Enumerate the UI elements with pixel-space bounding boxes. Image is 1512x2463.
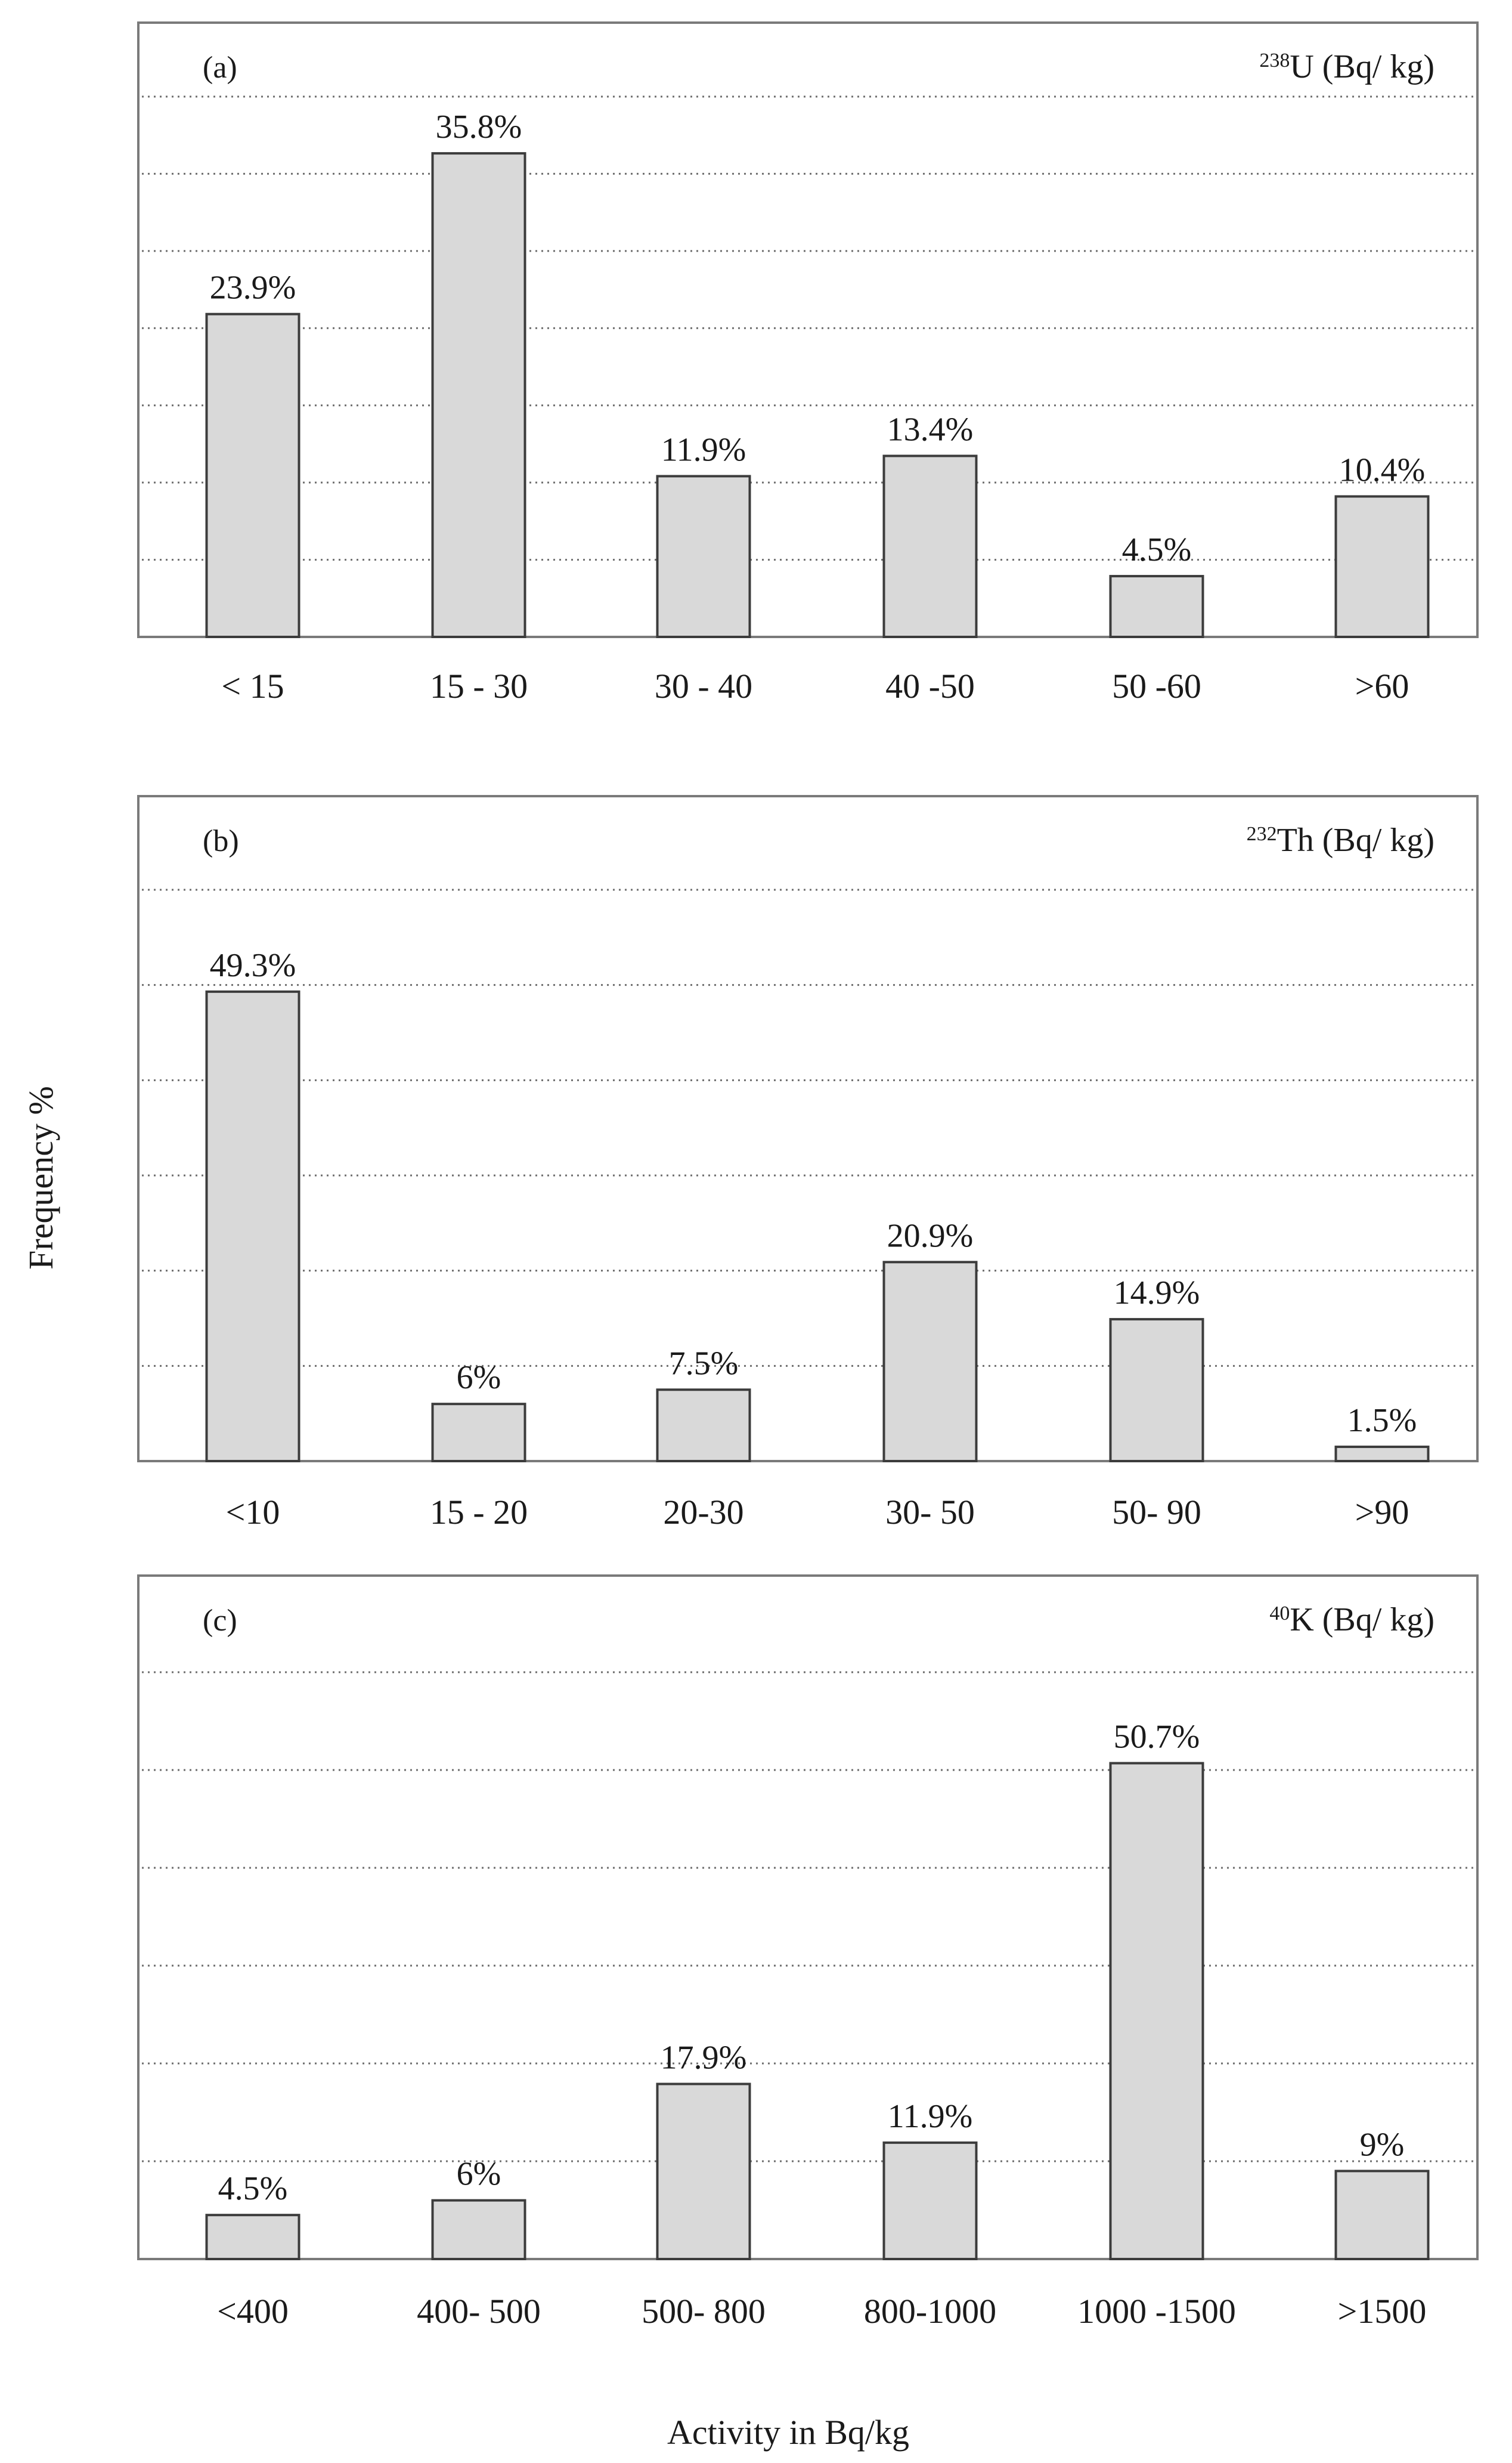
bar [656,1388,751,1462]
plot-frame [137,795,1479,1462]
panel-title: 40K (Bq/ kg) [1269,1601,1434,1638]
x-tick-label: >1500 [1338,2292,1427,2331]
x-tick-label: 1000 -1500 [1077,2292,1236,2331]
data-label: 14.9% [1114,1274,1200,1311]
data-label: 6% [457,2156,501,2193]
y-axis-label: Frequency % [21,1086,60,1270]
data-label: 6% [457,1359,501,1396]
bar [1109,575,1204,639]
bar [656,2083,751,2260]
panel-title-text: Th (Bq/ kg) [1277,822,1434,859]
data-label: 49.3% [210,947,296,984]
panel-title-isotope-mass: 238 [1259,49,1290,72]
x-tick-label: 500- 800 [642,2292,766,2331]
data-label: 11.9% [661,431,746,468]
x-tick-label: 30- 50 [885,1493,975,1531]
x-tick-label: 50- 90 [1112,1493,1201,1531]
panel-title-text: K (Bq/ kg) [1290,1601,1434,1638]
data-label: 50.7% [1114,1719,1200,1756]
bar [205,2214,300,2260]
bar [1334,495,1430,638]
bar [205,990,300,1463]
x-tick-label: 400- 500 [417,2292,541,2331]
panel-title-text: U (Bq/ kg) [1290,48,1434,85]
panel-title-isotope-mass: 40 [1269,1602,1290,1625]
bar [205,312,300,638]
x-tick-label: <10 [226,1493,280,1531]
panel-label: (a) [203,51,237,85]
panel-title-isotope-mass: 232 [1247,823,1277,845]
panel-title: 232Th (Bq/ kg) [1247,822,1434,859]
data-label: 4.5% [1122,531,1192,568]
x-tick-label: < 15 [221,667,284,706]
chart-panel-1: 23.9% < 15 35.8% 15 - 30 11.9% 30 - 40 13.4% 40… [137,21,1479,706]
x-tick-label: >60 [1355,667,1409,706]
panel-label: (c) [203,1604,237,1638]
bar [1109,1318,1204,1463]
data-label: 1.5% [1347,1402,1417,1439]
bar [882,1261,978,1462]
panel-label: (b) [203,824,239,858]
plot-frame [137,1574,1479,2260]
x-tick-label: <400 [217,2292,289,2331]
bar [431,152,526,638]
data-label: 20.9% [887,1217,974,1254]
x-tick-label: 15 - 20 [430,1493,528,1531]
x-tick-label: 15 - 30 [430,667,528,706]
x-tick-label: >90 [1355,1493,1409,1531]
data-label: 13.4% [887,411,974,448]
bar [1109,1762,1204,2260]
data-label: 11.9% [888,2098,973,2135]
x-tick-label: 30 - 40 [655,667,752,706]
x-tick-label: 800-1000 [864,2292,996,2331]
panel-title: 238U (Bq/ kg) [1259,48,1434,85]
data-label: 35.8% [436,109,522,146]
data-label: 10.4% [1339,451,1426,488]
x-tick-label: 20-30 [663,1493,743,1531]
data-label: 17.9% [661,2039,747,2076]
plot-frame [137,21,1479,638]
data-label: 7.5% [669,1345,739,1382]
data-label: 9% [1360,2126,1405,2163]
x-tick-label: 40 -50 [885,667,975,706]
x-tick-label: 50 -60 [1112,667,1201,706]
data-label: 4.5% [218,2170,288,2207]
x-axis-label: Activity in Bq/kg [667,2413,909,2452]
bar [882,2141,978,2261]
bar [1334,2170,1430,2260]
chart-panel-3: 4.5% <400 6% 400- 500 17.9% 500- 800 11.9% 800-… [137,1574,1479,2331]
chart-panels: 23.9% < 15 35.8% 15 - 30 11.9% 30 - 40 13.4% 40… [137,21,1479,2331]
data-label: 23.9% [210,270,296,307]
bar [882,454,978,638]
bar [431,1403,526,1462]
chart-panel-2: 49.3% <10 6% 15 - 20 7.5% 20-30 20.9% 30- 50 14.… [137,795,1479,1531]
bar [1334,1446,1430,1463]
bar [431,2199,526,2261]
bar [656,475,751,639]
